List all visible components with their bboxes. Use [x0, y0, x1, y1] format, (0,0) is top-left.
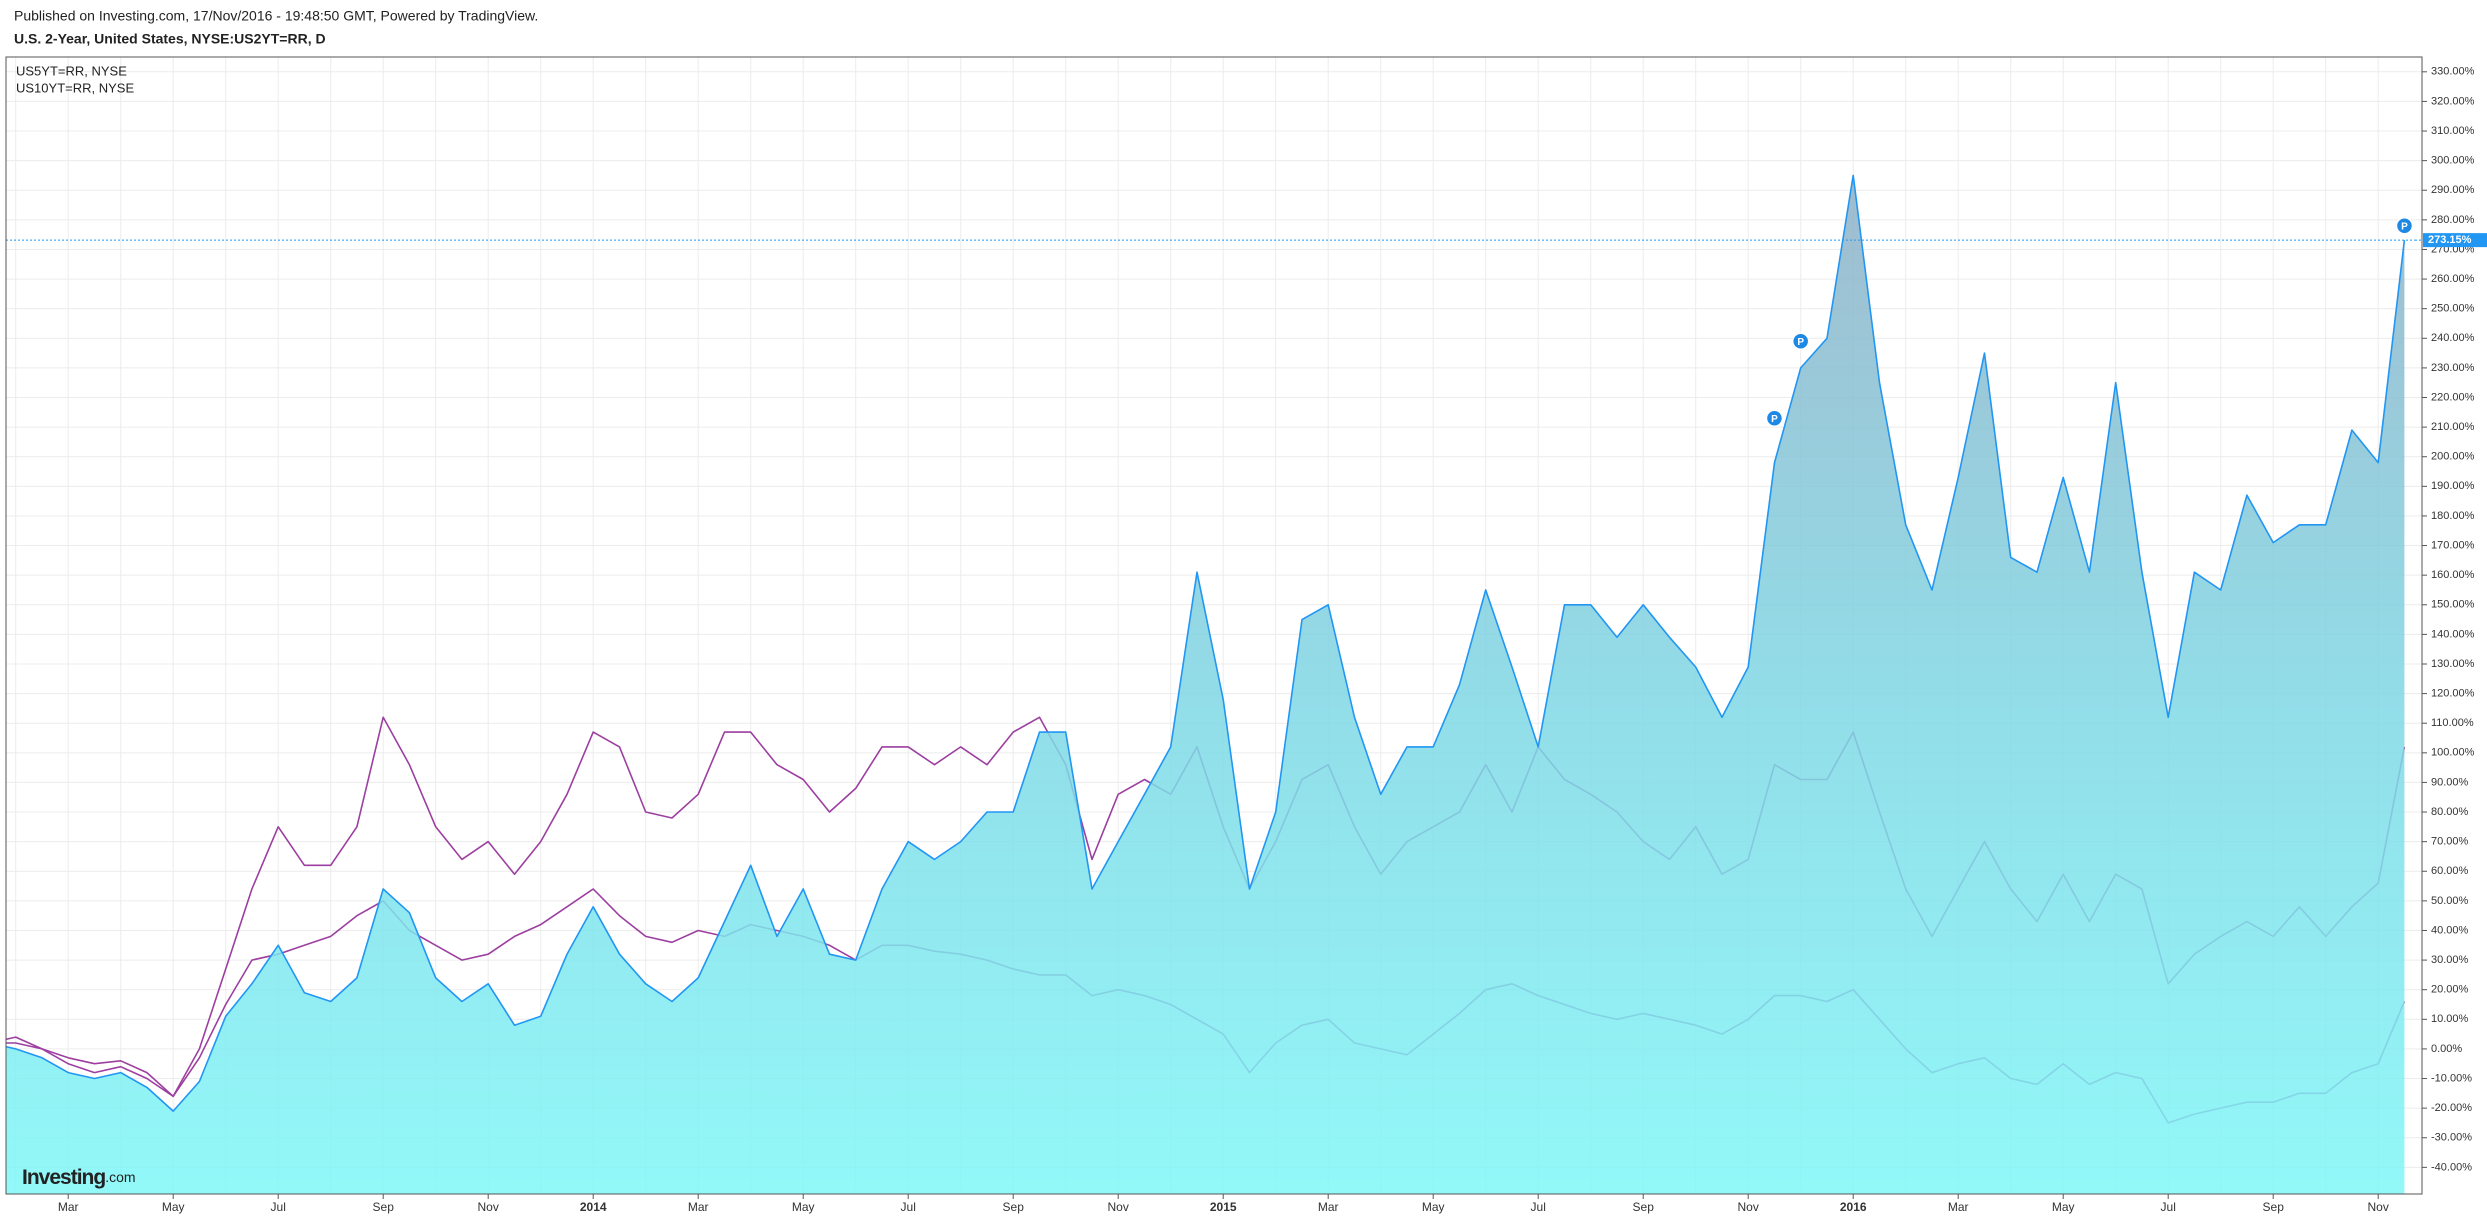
logo-main: Investing	[22, 1166, 105, 1189]
y-tick-label: 200.00%	[2431, 451, 2475, 463]
x-tick-label: Nov	[1738, 1200, 1759, 1214]
y-tick-label: 100.00%	[2431, 747, 2475, 759]
x-tick-label: Nov	[478, 1200, 499, 1214]
x-tick-label: Jul	[1531, 1200, 1546, 1214]
legend-entry: US5YT=RR, NYSE	[16, 63, 127, 78]
y-tick-label: 130.00%	[2431, 658, 2475, 670]
y-tick-label: 30.00%	[2431, 954, 2469, 966]
y-tick-label: 60.00%	[2431, 865, 2469, 877]
y-tick-label: 90.00%	[2431, 776, 2469, 788]
y-tick-label: 0.00%	[2431, 1043, 2462, 1055]
x-tick-label: Mar	[688, 1200, 709, 1214]
y-tick-label: 300.00%	[2431, 155, 2475, 167]
event-marker	[1791, 332, 1810, 350]
x-tick-label: Jul	[901, 1200, 916, 1214]
chart-title: U.S. 2-Year, United States, NYSE:US2YT=R…	[14, 31, 326, 47]
x-tick-label: Sep	[2263, 1200, 2285, 1214]
y-tick-label: 80.00%	[2431, 806, 2469, 818]
x-tick-label: Mar	[58, 1200, 79, 1214]
event-marker	[2395, 217, 2414, 235]
event-marker	[1765, 409, 1784, 427]
y-tick-label: -10.00%	[2431, 1072, 2472, 1084]
event-marker-label: P	[1771, 414, 1778, 425]
x-tick-label: Nov	[1108, 1200, 1129, 1214]
y-tick-label: 170.00%	[2431, 539, 2475, 551]
legend-entry: US10YT=RR, NYSE	[16, 80, 134, 95]
y-tick-label: -40.00%	[2431, 1161, 2472, 1173]
y-tick-label: -20.00%	[2431, 1102, 2472, 1114]
y-tick-label: 190.00%	[2431, 480, 2475, 492]
y-tick-label: 120.00%	[2431, 688, 2475, 700]
logo-suffix: .com	[105, 1169, 135, 1185]
x-tick-label: May	[2052, 1200, 2075, 1214]
x-tick-label: Mar	[1948, 1200, 1969, 1214]
y-tick-label: 290.00%	[2431, 184, 2475, 196]
y-tick-label: 320.00%	[2431, 95, 2475, 107]
x-tick-label: 2015	[1210, 1200, 1237, 1214]
x-tick-label: Nov	[2368, 1200, 2389, 1214]
y-tick-label: 220.00%	[2431, 391, 2475, 403]
y-tick-label: 40.00%	[2431, 924, 2469, 936]
price-label: 273.15%	[2428, 234, 2472, 246]
x-tick-label: May	[1422, 1200, 1445, 1214]
y-tick-label: 310.00%	[2431, 125, 2475, 137]
x-tick-label: Mar	[1318, 1200, 1339, 1214]
y-tick-label: 260.00%	[2431, 273, 2475, 285]
plot	[6, 174, 2415, 1194]
y-tick-label: 50.00%	[2431, 895, 2469, 907]
x-tick-label: Jul	[271, 1200, 286, 1214]
area-line	[6, 174, 2406, 1112]
y-tick-label: 110.00%	[2431, 717, 2474, 729]
y-tick-label: 210.00%	[2431, 421, 2475, 433]
y-tick-label: 250.00%	[2431, 303, 2475, 315]
x-tick-label: 2016	[1840, 1200, 1867, 1214]
logo: Investing.com	[22, 1166, 136, 1189]
event-marker-label: P	[1797, 337, 1804, 348]
x-tick-label: Jul	[2161, 1200, 2176, 1214]
area-fill	[6, 175, 2405, 1194]
published-note: Published on Investing.com, 17/Nov/2016 …	[14, 8, 538, 24]
y-tick-label: 230.00%	[2431, 362, 2475, 374]
x-tick-label: 2014	[580, 1200, 607, 1214]
y-tick-label: 330.00%	[2431, 66, 2475, 78]
x-tick-label: May	[792, 1200, 815, 1214]
y-tick-label: 20.00%	[2431, 984, 2469, 996]
x-tick-label: May	[162, 1200, 185, 1214]
y-tick-label: -30.00%	[2431, 1132, 2472, 1144]
y-tick-label: 150.00%	[2431, 599, 2475, 611]
y-tick-label: 280.00%	[2431, 214, 2475, 226]
x-tick-label: Sep	[373, 1200, 395, 1214]
event-marker-label: P	[2401, 221, 2408, 232]
y-tick-label: 10.00%	[2431, 1013, 2469, 1025]
x-tick-label: Sep	[1003, 1200, 1025, 1214]
x-tick-label: Sep	[1633, 1200, 1655, 1214]
y-tick-label: 240.00%	[2431, 332, 2475, 344]
price-label-box	[2423, 233, 2487, 248]
axes: -40.00% -30.00% -20.00% -10.00% 0.00% 10.00% 2…	[58, 66, 2487, 1214]
y-tick-label: 160.00%	[2431, 569, 2475, 581]
y-tick-label: 180.00%	[2431, 510, 2475, 522]
y-tick-label: 70.00%	[2431, 836, 2469, 848]
y-tick-label: 140.00%	[2431, 628, 2475, 640]
